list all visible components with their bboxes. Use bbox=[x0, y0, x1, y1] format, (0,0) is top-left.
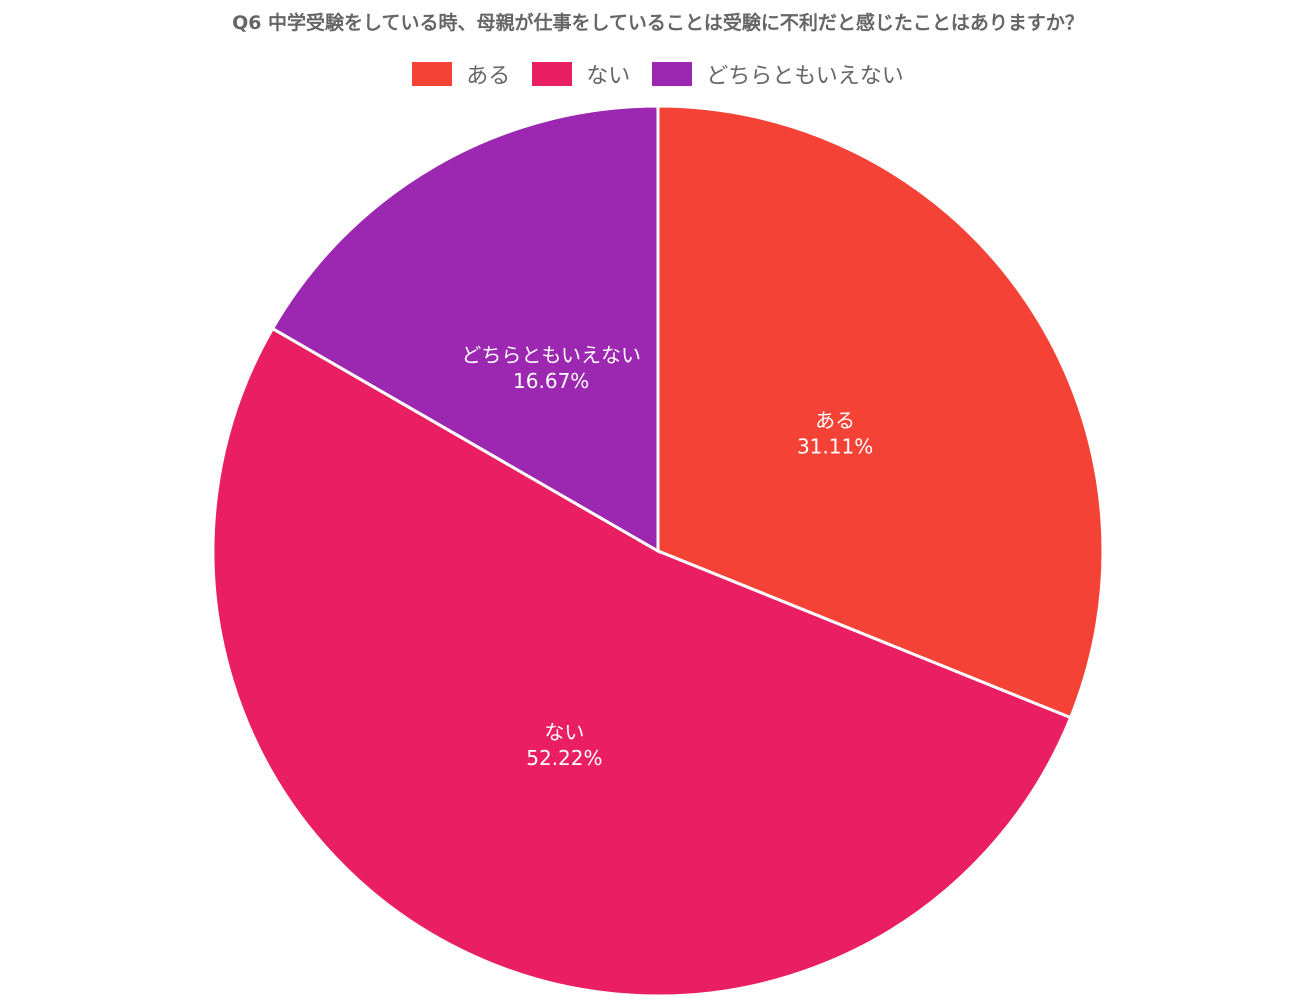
legend-label-aru: ある bbox=[466, 64, 511, 89]
pie-slice-aru[interactable] bbox=[656, 104, 1105, 720]
slice-value-dochiratomo: 16.67% bbox=[513, 369, 589, 393]
legend-item-dochiratomo[interactable]: どちらともいえない bbox=[652, 58, 904, 90]
slice-label-nai: ない bbox=[544, 720, 584, 744]
legend-swatch-nai bbox=[532, 62, 573, 86]
legend-label-dochiratomo: どちらともいえない bbox=[706, 64, 904, 89]
legend-item-nai[interactable]: ない bbox=[532, 58, 630, 90]
pie-slice-nai[interactable] bbox=[211, 326, 1073, 998]
legend-item-aru[interactable]: ある bbox=[412, 58, 510, 90]
slice-value-nai: 52.22% bbox=[526, 746, 602, 770]
legend-swatch-dochiratomo bbox=[652, 62, 693, 86]
legend: ある ない どちらともいえない bbox=[0, 58, 1316, 90]
pie-slice-dochiratomo[interactable] bbox=[270, 104, 660, 554]
legend-swatch-aru bbox=[412, 62, 453, 86]
legend-label-nai: ない bbox=[586, 64, 631, 89]
slice-label-dochiratomo: どちらともいえない bbox=[461, 343, 641, 367]
chart-title: Q6 中学受験をしている時、母親が仕事をしていることは受験に不利だと感じたことは… bbox=[232, 12, 1084, 34]
slice-value-aru: 31.11% bbox=[797, 435, 873, 459]
slice-label-aru: ある bbox=[815, 409, 855, 433]
